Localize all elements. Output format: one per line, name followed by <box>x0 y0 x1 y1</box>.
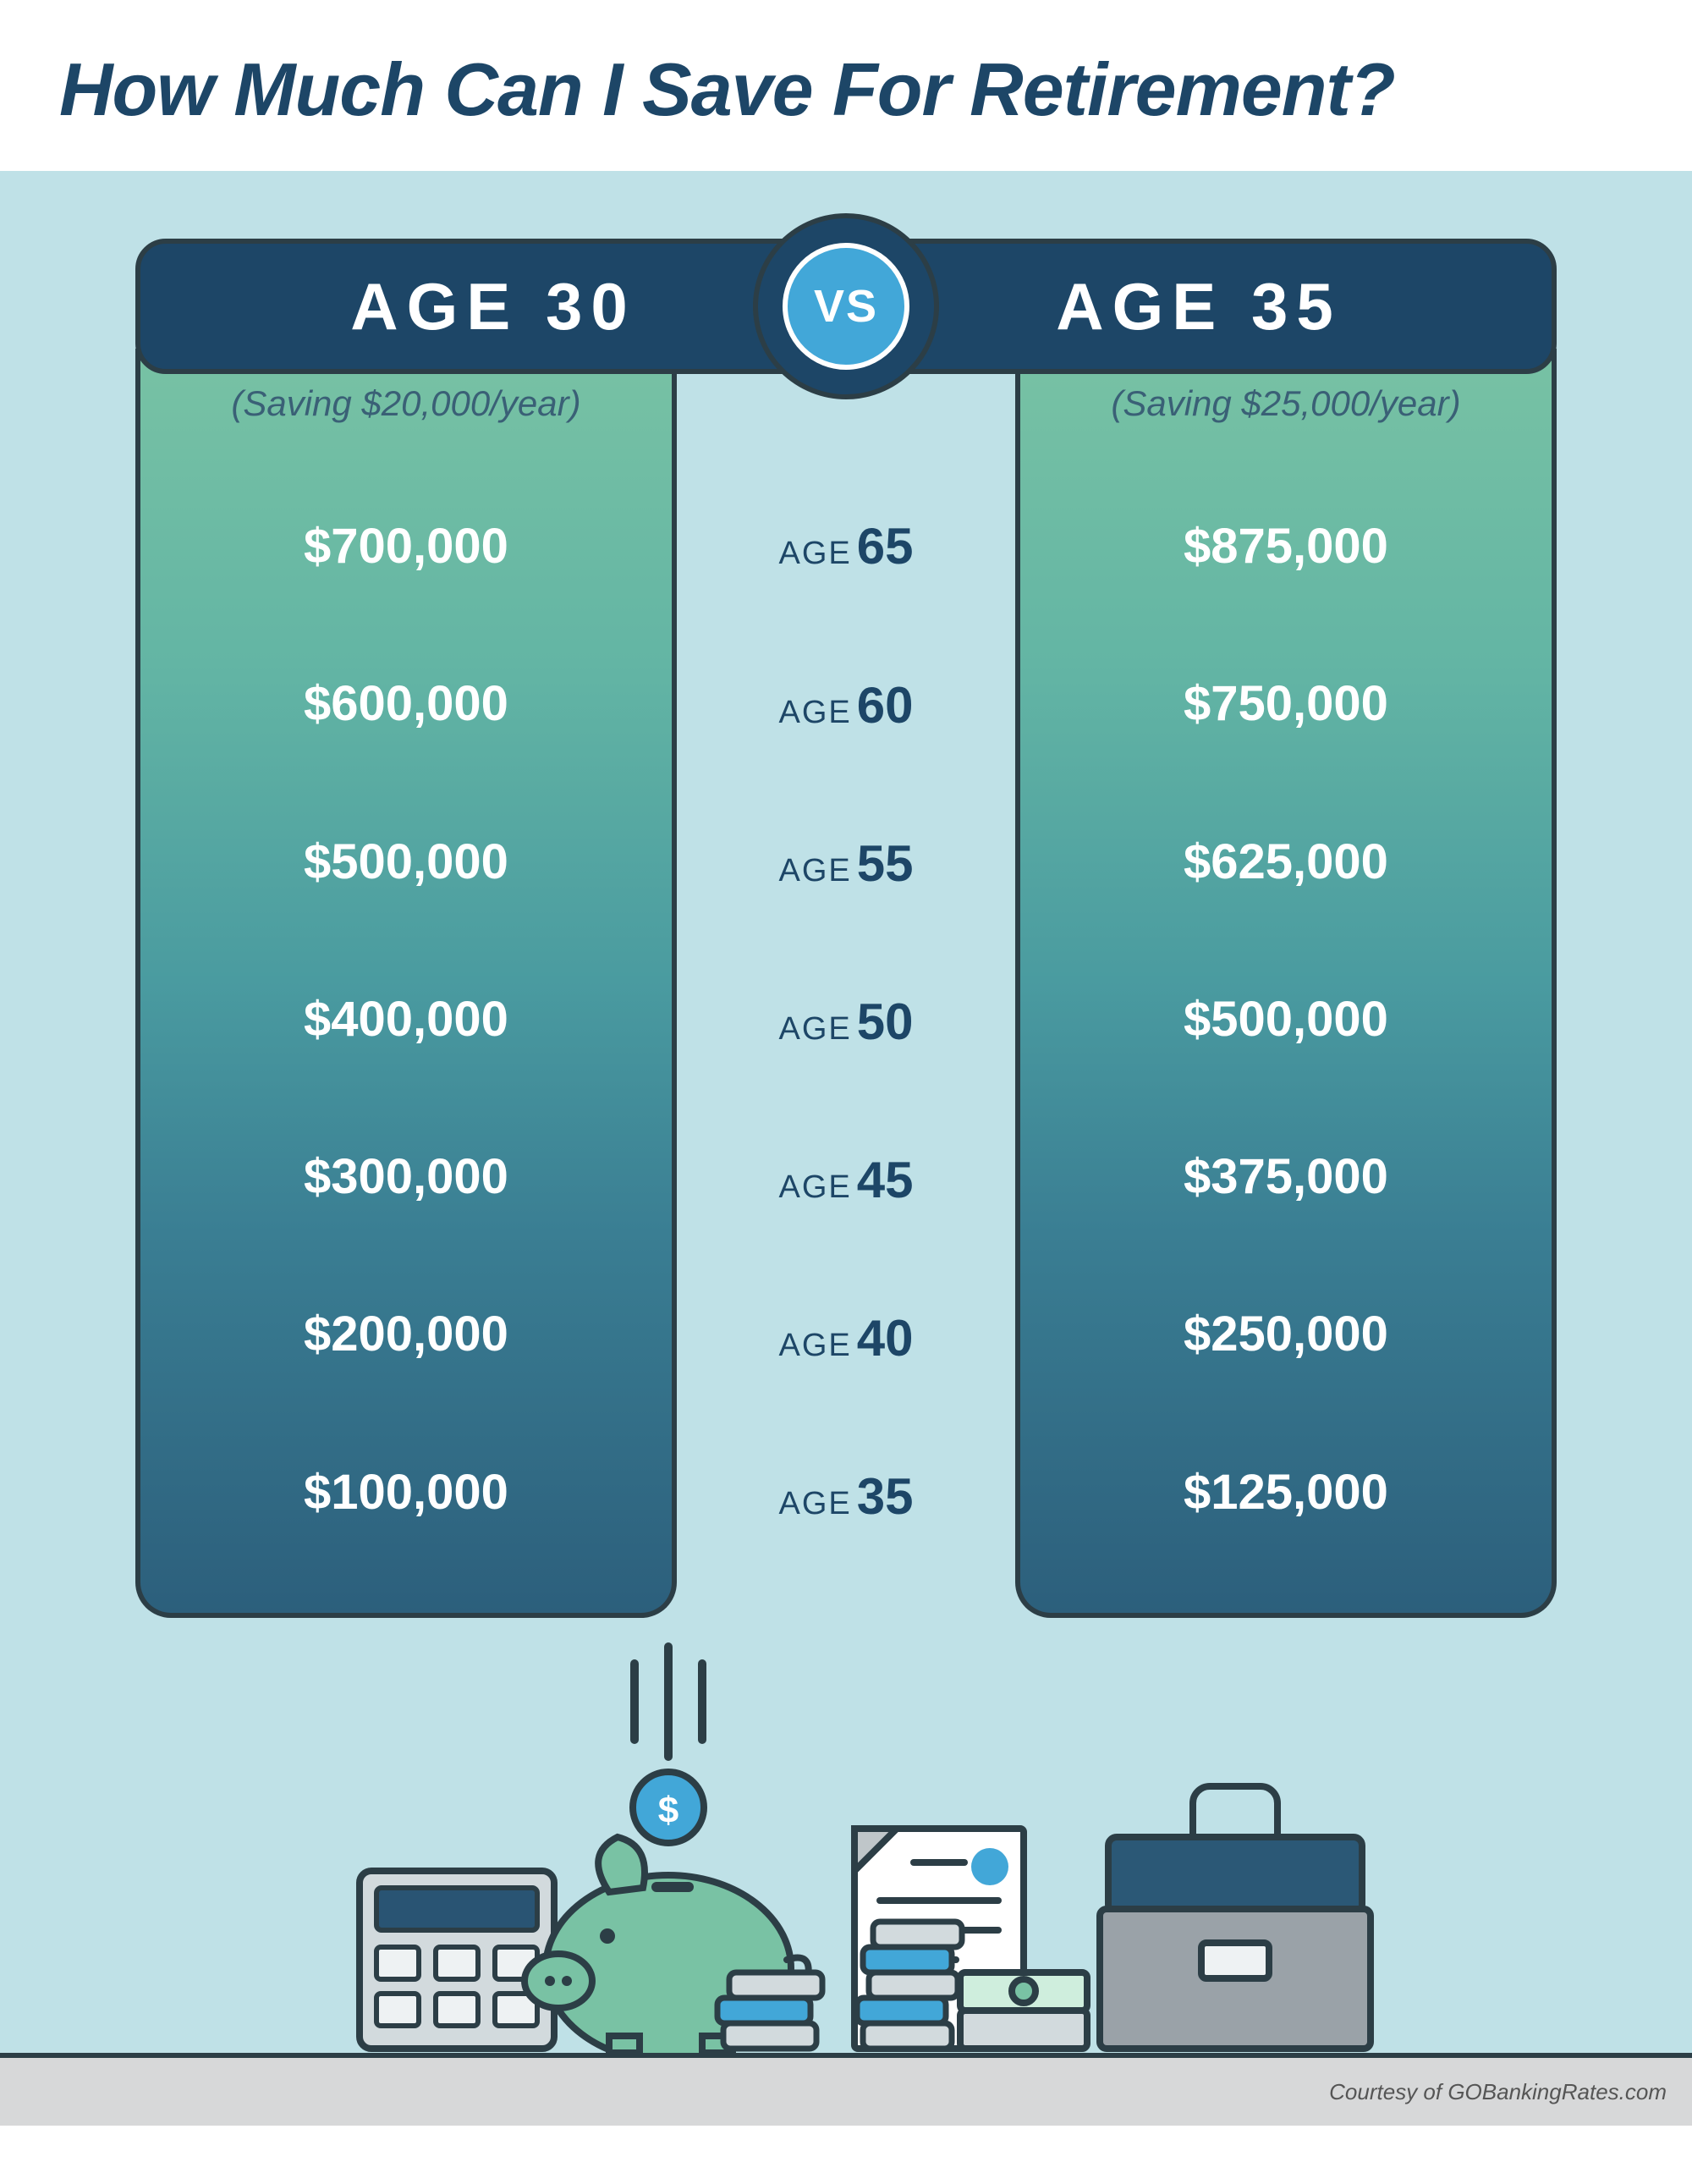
left-column: (Saving $20,000/year) $700,000 $600,000 … <box>135 349 677 1618</box>
left-amount: $300,000 <box>140 1148 672 1205</box>
page-title: How Much Can I Save For Retirement? <box>59 51 1633 129</box>
age-prefix: AGE <box>779 536 852 571</box>
age-row: AGE65 <box>677 517 1015 575</box>
age-30-header: AGE 30 <box>350 269 635 344</box>
left-subtitle: (Saving $20,000/year) <box>140 374 672 450</box>
age-number: 50 <box>857 993 914 1050</box>
title-section: How Much Can I Save For Retirement? <box>0 0 1692 171</box>
age-row: AGE55 <box>677 834 1015 893</box>
age-35-header: AGE 35 <box>1056 269 1341 344</box>
right-amount: $750,000 <box>1020 675 1552 732</box>
right-column: (Saving $25,000/year) $875,000 $750,000 … <box>1015 349 1557 1618</box>
right-amount: $625,000 <box>1020 833 1552 890</box>
age-prefix: AGE <box>779 1011 852 1047</box>
age-prefix: AGE <box>779 1328 852 1363</box>
left-amount: $200,000 <box>140 1306 672 1362</box>
savings-illustration-icon: $ <box>212 1630 1480 2053</box>
middle-column: AGE65 AGE60 AGE55 AGE50 AGE45 AGE40 AGE3… <box>677 349 1015 1618</box>
age-number: 45 <box>857 1152 914 1208</box>
left-amount: $400,000 <box>140 991 672 1048</box>
age-number: 35 <box>857 1468 914 1525</box>
age-number: 40 <box>857 1310 914 1367</box>
age-row: AGE45 <box>677 1151 1015 1209</box>
right-rows: $875,000 $750,000 $625,000 $500,000 $375… <box>1020 450 1552 1613</box>
age-number: 55 <box>857 835 914 892</box>
vs-badge: VS <box>753 213 939 399</box>
right-amount: $500,000 <box>1020 991 1552 1048</box>
right-amount: $125,000 <box>1020 1464 1552 1521</box>
vs-label: VS <box>783 243 909 370</box>
right-amount: $875,000 <box>1020 518 1552 575</box>
right-amount: $375,000 <box>1020 1148 1552 1205</box>
age-number: 65 <box>857 518 914 575</box>
age-number: 60 <box>857 677 914 734</box>
left-amount: $100,000 <box>140 1464 672 1521</box>
age-prefix: AGE <box>779 695 852 730</box>
illustration-area: $ <box>0 1618 1692 2058</box>
age-row: AGE40 <box>677 1309 1015 1367</box>
age-prefix: AGE <box>779 853 852 888</box>
page: How Much Can I Save For Retirement? AGE … <box>0 0 1692 2126</box>
age-row: AGE60 <box>677 676 1015 734</box>
svg-text:$: $ <box>658 1790 678 1831</box>
footer: Courtesy of GOBankingRates.com <box>0 2058 1692 2126</box>
mid-rows: AGE65 AGE60 AGE55 AGE50 AGE45 AGE40 AGE3… <box>677 450 1015 1618</box>
age-prefix: AGE <box>779 1169 852 1205</box>
left-amount: $600,000 <box>140 675 672 732</box>
left-amount: $500,000 <box>140 833 672 890</box>
main-panel: AGE 30 AGE 35 VS (Saving $20,000/year) $… <box>0 171 1692 2058</box>
left-amount: $700,000 <box>140 518 672 575</box>
header-left: AGE 30 <box>140 268 846 345</box>
age-prefix: AGE <box>779 1486 852 1521</box>
header-right: AGE 35 <box>846 268 1552 345</box>
credit-text: Courtesy of GOBankingRates.com <box>1329 2079 1667 2105</box>
age-row: AGE35 <box>677 1467 1015 1526</box>
ground-line <box>0 2053 1692 2058</box>
left-rows: $700,000 $600,000 $500,000 $400,000 $300… <box>140 450 672 1613</box>
right-amount: $250,000 <box>1020 1306 1552 1362</box>
age-header-bar: AGE 30 AGE 35 VS <box>135 239 1557 374</box>
columns-area: (Saving $20,000/year) $700,000 $600,000 … <box>135 349 1557 1618</box>
age-row: AGE50 <box>677 993 1015 1051</box>
right-subtitle: (Saving $25,000/year) <box>1020 374 1552 450</box>
comparison-block: AGE 30 AGE 35 VS (Saving $20,000/year) $… <box>135 239 1557 1618</box>
